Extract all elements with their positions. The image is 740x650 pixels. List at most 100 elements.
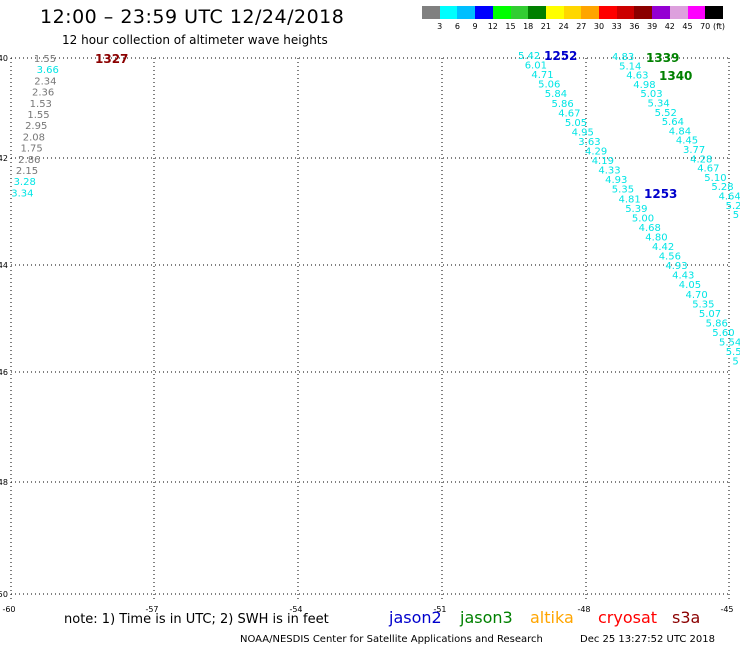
swh-value: 4.80 <box>645 232 667 243</box>
swh-value: 5.42 <box>518 51 540 62</box>
swh-value: 4.93 <box>665 261 687 272</box>
swh-value: 5.60 <box>712 328 734 339</box>
legend-value-label: 15 <box>505 22 516 31</box>
swh-value: 4.56 <box>659 252 681 263</box>
swh-value: 4.45 <box>676 136 698 147</box>
swh-value: 3.28 <box>14 177 36 188</box>
satellite-label-altika: altika <box>530 608 574 627</box>
lon-tick-label: -51 <box>433 605 446 614</box>
swh-value: 6.01 <box>525 61 547 72</box>
swh-value: 4.05 <box>679 280 701 291</box>
lat-tick-label: -44 <box>0 261 8 270</box>
pass-id-label: 1340 <box>659 69 692 83</box>
swh-value: 5.34 <box>648 99 670 110</box>
pass-id-label: 1252 <box>544 49 577 63</box>
legend-value-label: 42 <box>664 22 675 31</box>
page-title: 12:00 – 23:59 UTC 12/24/2018 <box>40 6 345 28</box>
swh-value: 4.67 <box>697 164 719 175</box>
lon-tick-label: -60 <box>2 605 15 614</box>
legend-value-label: 18 <box>523 22 534 31</box>
legend-swatch <box>545 6 565 19</box>
legend-value-label: 21 <box>540 22 551 31</box>
swh-value: 1.55 <box>34 54 56 65</box>
legend-value-label: 24 <box>558 22 569 31</box>
swh-value: 5.86 <box>552 99 574 110</box>
swh-value: 5.39 <box>625 204 647 215</box>
legend-swatch <box>705 6 724 19</box>
swh-value: 5.64 <box>662 117 684 128</box>
legend-value-label: 39 <box>647 22 658 31</box>
swh-value: 5.35 <box>612 185 634 196</box>
swh-value: 5.07 <box>699 309 721 320</box>
legend-value-label: 27 <box>576 22 587 31</box>
swh-value: 5.03 <box>640 89 662 100</box>
legend-value-label: 70 <box>700 22 711 31</box>
swh-value: 4.95 <box>572 127 594 138</box>
page-subtitle: 12 hour collection of altimeter wave hei… <box>62 33 328 47</box>
swh-value: 5 <box>733 210 739 221</box>
legend-value-label: 45 <box>682 22 693 31</box>
pass-id-label: 1253 <box>644 187 677 201</box>
legend-swatch <box>634 6 653 19</box>
lon-tick-label: -57 <box>145 605 158 614</box>
legend-swatch <box>457 6 476 19</box>
swh-value: 1.75 <box>20 144 42 155</box>
legend-value-label: 30 <box>593 22 605 31</box>
timestamp-text: Dec 25 13:27:52 UTC 2018 <box>580 634 715 645</box>
footer-note: note: 1) Time is in UTC; 2) SWH is in fe… <box>64 612 329 627</box>
swh-value: 4.81 <box>619 194 641 205</box>
legend-swatch <box>510 6 529 19</box>
swh-value: 5.54 <box>719 338 740 349</box>
lat-tick-label: -50 <box>0 590 8 599</box>
swh-value: 5.10 <box>704 173 726 184</box>
swh-value: 5.84 <box>545 89 567 100</box>
swh-value: 5.2 <box>726 201 740 212</box>
swh-value: 5.06 <box>538 80 560 91</box>
swh-value: 5 <box>732 357 738 368</box>
swh-value: 4.64 <box>719 192 740 203</box>
legend-value-label: 12 <box>487 22 498 31</box>
legend-swatch <box>669 6 688 19</box>
swh-value: 4.67 <box>558 108 580 119</box>
legend-swatch <box>581 6 600 19</box>
legend-value-label: 9 <box>472 22 478 31</box>
swh-value: 4.70 <box>686 290 708 301</box>
satellite-label-jason2: jason2 <box>389 608 442 627</box>
satellite-label-s3a: s3a <box>672 608 701 627</box>
swh-value: 3.77 <box>683 145 705 156</box>
lat-tick-label: -46 <box>0 368 8 377</box>
legend-swatch <box>652 6 671 19</box>
swh-value: 5.5 <box>726 347 740 358</box>
swh-value: 1.53 <box>30 99 52 110</box>
swh-value: 3.66 <box>37 65 59 76</box>
credit-text: NOAA/NESDIS Center for Satellite Applica… <box>240 634 543 645</box>
swh-value: 5.14 <box>619 61 641 72</box>
legend-swatch <box>687 6 706 19</box>
swh-value: 2.08 <box>23 132 45 143</box>
swh-value: 5.28 <box>711 182 733 193</box>
legend-value-label: 6 <box>454 22 460 31</box>
swh-value: 2.95 <box>25 121 47 132</box>
swh-value: 2.36 <box>32 88 54 99</box>
legend-unit: (ft) <box>713 22 726 31</box>
swh-value: 4.68 <box>639 223 661 234</box>
pass-id-label: 1327 <box>95 52 128 66</box>
swh-value: 4.29 <box>585 147 607 158</box>
swh-value: 5.52 <box>655 108 677 119</box>
swh-value: 4.84 <box>669 126 691 137</box>
swh-value: 4.19 <box>592 156 614 167</box>
swh-value: 5.05 <box>565 118 587 129</box>
swh-value: 3.63 <box>578 137 600 148</box>
swh-value: 4.71 <box>531 70 553 81</box>
swh-value: 5.00 <box>632 213 654 224</box>
legend-swatch <box>599 6 618 19</box>
satellite-label-jason3: jason3 <box>460 608 513 627</box>
swh-value: 5.35 <box>692 299 714 310</box>
swh-value: 4.43 <box>672 271 694 282</box>
lon-tick-label: -45 <box>720 605 733 614</box>
legend-swatch <box>475 6 494 19</box>
legend-swatch <box>616 6 635 19</box>
swh-value: 2.86 <box>18 155 40 166</box>
